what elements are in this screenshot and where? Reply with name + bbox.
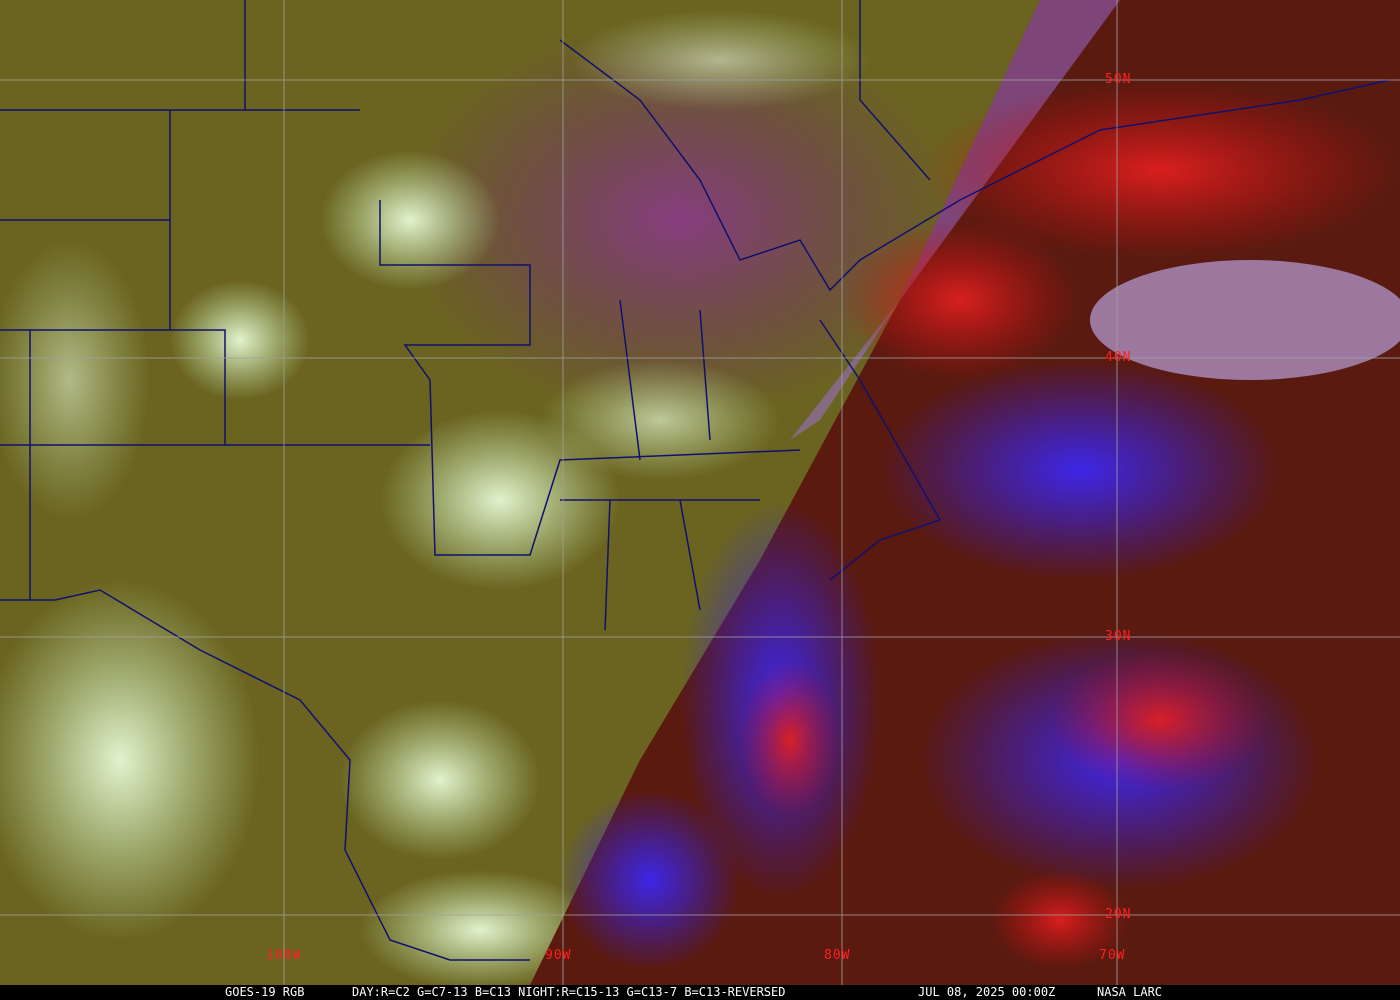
latitude-label: 40N bbox=[1105, 350, 1132, 365]
political-borders bbox=[0, 0, 1391, 961]
cloud-night bbox=[1050, 650, 1270, 790]
cloud bbox=[0, 240, 150, 520]
latitude-label: 20N bbox=[1105, 907, 1132, 922]
image-caption-bar: GOES-19 RGB DAY:R=C2 G=C7-13 B=C13 NIGHT… bbox=[0, 985, 1400, 1000]
cloud-night bbox=[840, 220, 1080, 380]
cloud bbox=[380, 410, 620, 590]
longitude-label: 100W bbox=[266, 948, 302, 963]
longitude-label: 90W bbox=[545, 948, 572, 963]
caption-product: GOES-19 RGB bbox=[225, 985, 305, 999]
cloud bbox=[0, 580, 260, 940]
cloud bbox=[340, 700, 540, 860]
cloud bbox=[320, 150, 500, 290]
latitude-label: 30N bbox=[1105, 629, 1132, 644]
cloud bbox=[170, 280, 310, 400]
cloud-night bbox=[880, 360, 1280, 580]
cloud-night bbox=[990, 870, 1130, 970]
cloud bbox=[360, 870, 600, 985]
longitude-label: 80W bbox=[824, 948, 851, 963]
cloud bbox=[540, 360, 780, 480]
cloud-night bbox=[740, 660, 840, 820]
caption-datetime: JUL 08, 2025 00:00Z bbox=[918, 985, 1056, 999]
cloud-night bbox=[920, 80, 1400, 260]
cloud-night bbox=[560, 790, 740, 970]
latitude-label: 50N bbox=[1105, 72, 1132, 87]
longitude-label: 70W bbox=[1099, 948, 1126, 963]
cloud-night bbox=[1090, 260, 1400, 380]
caption-credit: NASA LARC bbox=[1097, 985, 1163, 999]
cloud bbox=[570, 10, 870, 110]
caption-recipe: DAY:R=C2 G=C7-13 B=C13 NIGHT:R=C15-13 G=… bbox=[352, 985, 786, 999]
